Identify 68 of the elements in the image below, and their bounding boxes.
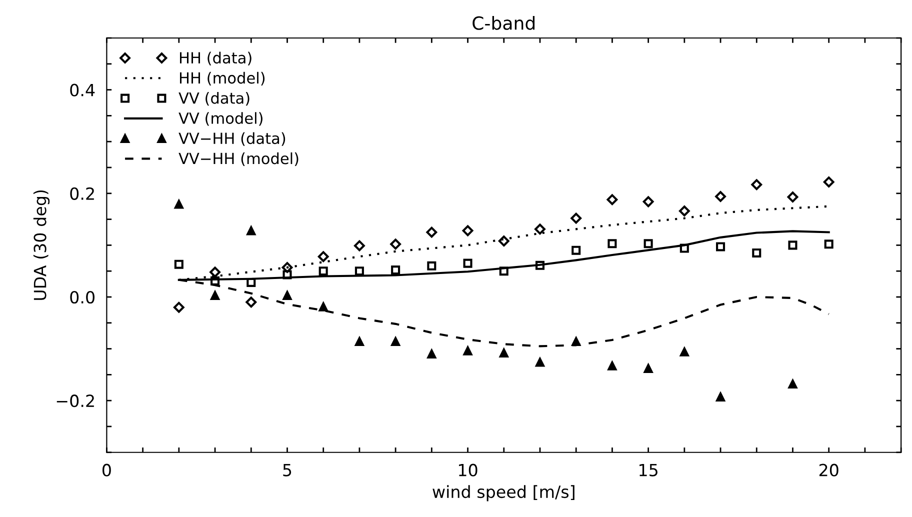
point bbox=[354, 266, 364, 276]
point bbox=[463, 346, 472, 356]
x-axis-title: wind speed [m/s] bbox=[432, 485, 574, 502]
point bbox=[174, 260, 184, 269]
legend-label: VV−HH (data) bbox=[178, 132, 286, 146]
point bbox=[824, 240, 834, 249]
point bbox=[210, 266, 220, 278]
y-tick-label: 0.2 bbox=[70, 187, 94, 200]
point bbox=[391, 266, 400, 275]
point bbox=[608, 239, 617, 248]
point bbox=[787, 192, 798, 202]
point bbox=[715, 191, 726, 202]
x-tick-label: 15 bbox=[640, 464, 658, 476]
legend-label: HH (data) bbox=[180, 52, 252, 66]
point bbox=[644, 239, 653, 248]
point bbox=[463, 258, 472, 268]
point bbox=[426, 226, 438, 238]
x-tick-label: 0 bbox=[102, 464, 111, 476]
legend-label: HH (model) bbox=[180, 72, 265, 86]
legend-label: VV (model) bbox=[178, 112, 262, 126]
point bbox=[282, 262, 293, 273]
point bbox=[680, 347, 689, 356]
point bbox=[788, 240, 798, 250]
point bbox=[427, 261, 436, 270]
point bbox=[572, 246, 581, 255]
y-tick-label: 0.4 bbox=[70, 84, 95, 96]
point bbox=[499, 348, 508, 358]
x-tick-label: 20 bbox=[819, 464, 838, 476]
point bbox=[570, 212, 582, 224]
point bbox=[210, 290, 220, 300]
point bbox=[499, 266, 508, 276]
point bbox=[606, 194, 618, 206]
point bbox=[788, 379, 798, 389]
y-axis-title: UDA (30 deg) bbox=[33, 190, 50, 300]
point bbox=[534, 224, 546, 235]
point bbox=[751, 179, 762, 190]
point bbox=[680, 244, 689, 253]
point bbox=[716, 392, 726, 402]
point bbox=[752, 248, 762, 258]
legend-label: VV−HH (model) bbox=[178, 152, 298, 166]
point bbox=[535, 358, 545, 367]
point bbox=[498, 236, 510, 247]
point bbox=[644, 364, 653, 373]
y-tick-label: −0.2 bbox=[56, 394, 94, 408]
point bbox=[462, 225, 474, 236]
point bbox=[173, 302, 184, 313]
x-tick-label: 10 bbox=[459, 464, 478, 476]
point bbox=[210, 276, 220, 286]
point bbox=[318, 302, 328, 312]
point bbox=[246, 296, 257, 308]
point bbox=[427, 349, 436, 358]
y-tick-label: 0.0 bbox=[70, 290, 94, 304]
point bbox=[390, 238, 402, 250]
point bbox=[823, 176, 834, 188]
point bbox=[354, 240, 365, 252]
point bbox=[282, 270, 292, 280]
chart-title: C-band bbox=[472, 16, 535, 30]
point bbox=[608, 361, 617, 370]
point bbox=[174, 200, 184, 209]
legend-label: VV (data) bbox=[178, 92, 250, 106]
point bbox=[318, 266, 328, 276]
point bbox=[535, 260, 545, 270]
point bbox=[318, 251, 329, 262]
point bbox=[716, 242, 726, 252]
point bbox=[678, 206, 690, 216]
point bbox=[642, 196, 654, 208]
point bbox=[282, 290, 292, 300]
x-tick-label: 5 bbox=[283, 464, 292, 476]
